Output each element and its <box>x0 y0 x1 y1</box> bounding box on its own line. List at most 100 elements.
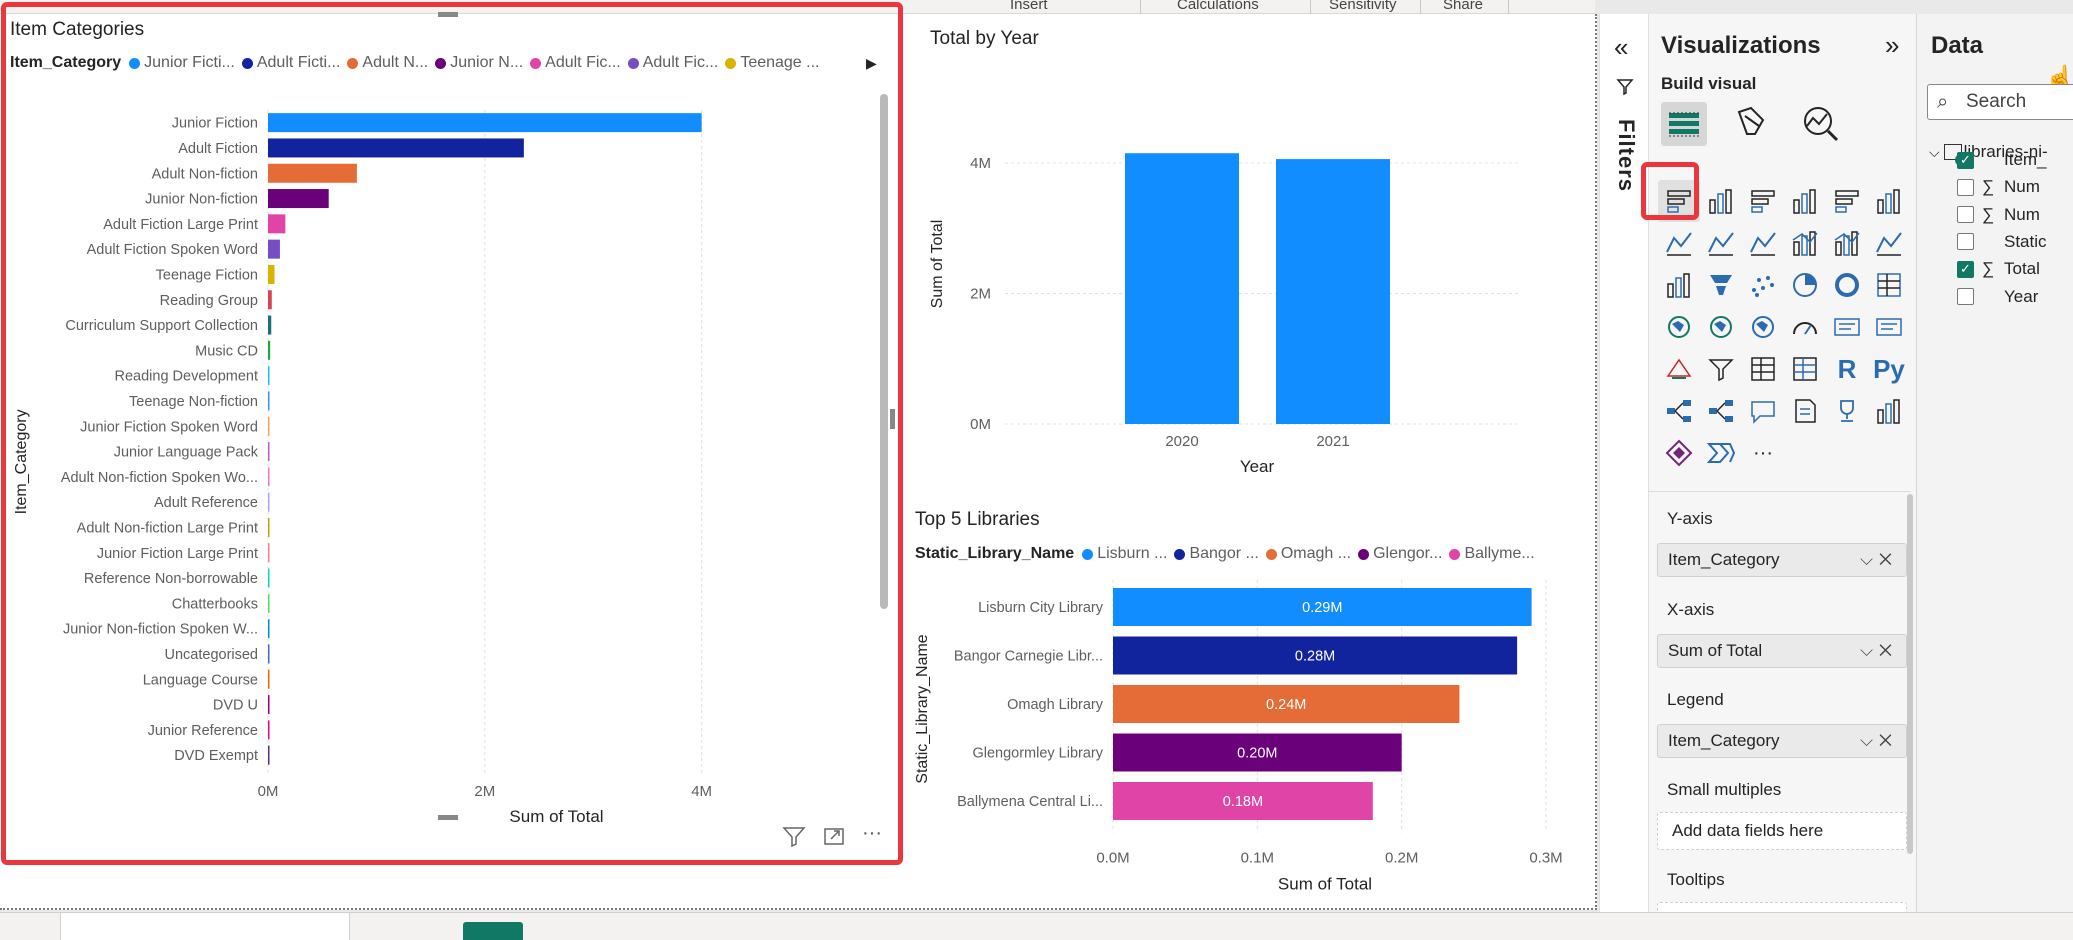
field-item[interactable]: ∑ Num <box>1957 177 2040 197</box>
python-visual-icon[interactable]: Py <box>1873 353 1905 384</box>
map-icon[interactable] <box>1658 306 1700 348</box>
top-5-libraries-visual[interactable]: Top 5 Libraries Static_Library_Name Lisb… <box>905 504 1595 904</box>
donut-chart-icon[interactable] <box>1826 264 1868 306</box>
bar[interactable] <box>268 543 270 563</box>
checkbox[interactable] <box>1957 233 1974 251</box>
treemap-icon[interactable] <box>1868 264 1910 306</box>
stacked-area-chart-icon[interactable] <box>1742 222 1784 264</box>
page-tab[interactable] <box>60 913 350 940</box>
line-stacked-column-icon[interactable] <box>1784 222 1826 264</box>
close-icon[interactable]: ✕ <box>1879 731 1898 750</box>
checkbox[interactable] <box>1957 178 1974 196</box>
chevron-down-icon[interactable]: ⌵ <box>1929 143 1940 160</box>
item-categories-visual[interactable]: Item Categories Item_Category Junior Fic… <box>0 14 900 854</box>
close-icon[interactable]: ✕ <box>1879 550 1898 569</box>
card-icon[interactable] <box>1826 306 1868 348</box>
bar[interactable] <box>268 745 270 765</box>
legend-field[interactable]: Item_Category ⌵✕ <box>1657 724 1907 758</box>
key-influencers-icon[interactable] <box>1658 390 1700 432</box>
100-stacked-column-chart-icon[interactable] <box>1868 180 1910 222</box>
x-axis-field[interactable]: Sum of Total ⌵✕ <box>1657 634 1907 668</box>
legend-item[interactable]: Adult Fic... <box>627 54 718 72</box>
line-chart-icon[interactable] <box>1658 222 1700 264</box>
field-item[interactable]: Year <box>1957 287 2038 307</box>
new-page-button[interactable] <box>463 922 523 940</box>
bar[interactable] <box>268 695 270 715</box>
resize-handle-top[interactable] <box>438 12 458 17</box>
bar[interactable] <box>268 163 357 183</box>
legend-item[interactable]: Teenage ... <box>725 54 819 72</box>
bar[interactable] <box>268 492 270 512</box>
format-visual-tab-icon[interactable] <box>1733 104 1773 144</box>
legend-item[interactable]: Bangor ... <box>1174 545 1259 563</box>
power-automate-icon[interactable] <box>1700 432 1742 474</box>
bar[interactable] <box>1125 153 1239 424</box>
multi-row-card-icon[interactable] <box>1868 306 1910 348</box>
checked-checkbox[interactable]: ✓ <box>1957 260 1974 278</box>
bar[interactable] <box>268 315 272 335</box>
collapse-filters-icon[interactable]: « <box>1614 32 1629 62</box>
bar[interactable] <box>268 264 275 284</box>
focus-mode-icon[interactable] <box>822 825 846 847</box>
kpi-icon[interactable] <box>1658 348 1700 390</box>
legend-item[interactable]: Adult Ficti... <box>241 54 340 72</box>
table-icon[interactable] <box>1742 348 1784 390</box>
legend-item[interactable]: Lisburn ... <box>1082 545 1167 563</box>
bar[interactable] <box>268 113 702 133</box>
bar[interactable] <box>1113 733 1402 772</box>
ribbon-sensitivity[interactable]: Sensitivity <box>1329 0 1397 13</box>
scatter-chart-icon[interactable] <box>1742 264 1784 306</box>
build-visual-tab-icon[interactable] <box>1661 102 1707 146</box>
paginated-report-icon[interactable] <box>1868 390 1910 432</box>
analytics-tab-icon[interactable] <box>1801 104 1841 144</box>
more-visuals-icon[interactable]: ··· <box>1753 441 1773 464</box>
stacked-column-chart-icon[interactable] <box>1700 180 1742 222</box>
filters-label[interactable]: Filters <box>1614 119 1639 193</box>
data-search-input[interactable]: ⌕ Search <box>1927 84 2073 120</box>
chevron-down-icon[interactable]: ⌵ <box>1860 731 1880 750</box>
field-item[interactable]: ✓ ∑ Total <box>1957 259 2040 279</box>
bar[interactable] <box>268 517 270 537</box>
legend-item[interactable]: Adult Fic... <box>530 54 621 72</box>
ribbon-chart-icon[interactable] <box>1868 222 1910 264</box>
checkbox[interactable] <box>1957 206 1974 224</box>
bar[interactable] <box>1113 588 1532 626</box>
bar[interactable] <box>268 669 270 689</box>
viz-scrollbar[interactable] <box>1907 494 1913 854</box>
smart-narrative-icon[interactable] <box>1784 390 1826 432</box>
chevron-down-icon[interactable]: ⌵ <box>1860 550 1880 569</box>
field-item[interactable]: ✓ Item_ <box>1957 150 2047 170</box>
bar[interactable] <box>268 442 270 462</box>
ribbon-insert[interactable]: Insert <box>1010 0 1048 13</box>
chart-scrollbar[interactable] <box>880 94 888 609</box>
gauge-icon[interactable] <box>1784 306 1826 348</box>
checked-checkbox[interactable]: ✓ <box>1957 151 1974 169</box>
bar[interactable] <box>268 138 524 158</box>
legend-item[interactable]: Junior Ficti... <box>129 54 235 72</box>
legend-item[interactable]: Omagh ... <box>1265 545 1351 563</box>
total-by-year-visual[interactable]: Total by Year 0M 2M 4M 2020 2021 Year Sum of T… <box>920 24 1540 484</box>
legend-item[interactable]: Junior N... <box>435 54 523 72</box>
bar[interactable] <box>1113 782 1373 820</box>
slicer-icon[interactable] <box>1700 348 1742 390</box>
bar[interactable] <box>268 467 270 487</box>
close-icon[interactable]: ✕ <box>1879 641 1898 660</box>
pie-chart-icon[interactable] <box>1784 264 1826 306</box>
funnel-icon[interactable] <box>1700 264 1742 306</box>
filled-map-icon[interactable] <box>1700 306 1742 348</box>
y-axis-field[interactable]: Item_Category ⌵✕ <box>1657 543 1907 577</box>
chevron-down-icon[interactable]: ⌵ <box>1860 641 1880 660</box>
area-chart-icon[interactable] <box>1700 222 1742 264</box>
small-multiples-dropzone[interactable]: Add data fields here <box>1657 812 1907 850</box>
filters-pane[interactable]: « Filters <box>1599 14 1648 914</box>
bar[interactable] <box>268 340 271 360</box>
field-item[interactable]: Static <box>1957 232 2047 252</box>
bar[interactable] <box>268 720 270 740</box>
filter-icon[interactable] <box>782 825 806 848</box>
field-item[interactable]: ∑ Num <box>1957 205 2040 225</box>
bar[interactable] <box>268 593 270 613</box>
bar[interactable] <box>268 568 270 588</box>
legend-item[interactable]: Adult N... <box>347 54 428 72</box>
expand-pane-icon[interactable]: » <box>1885 30 1900 60</box>
bar[interactable] <box>268 290 272 310</box>
